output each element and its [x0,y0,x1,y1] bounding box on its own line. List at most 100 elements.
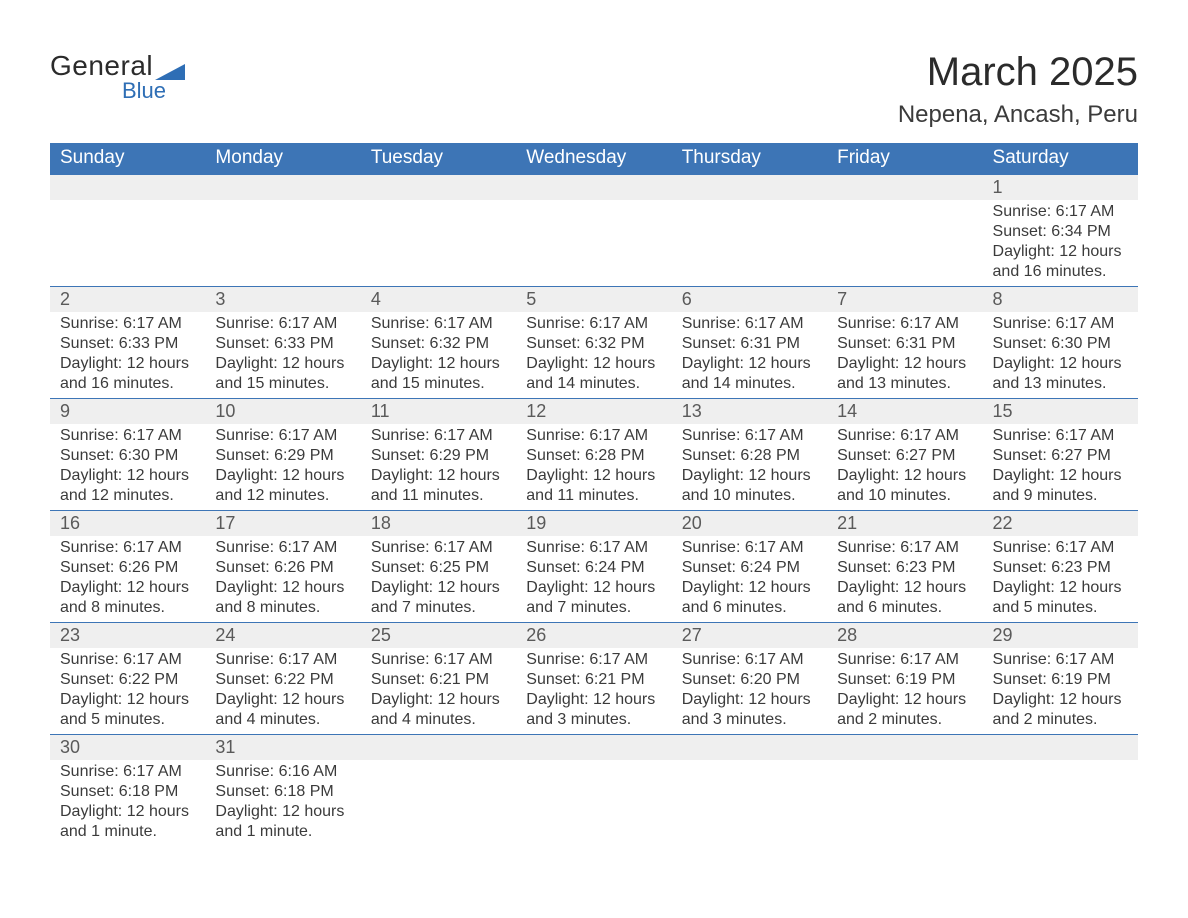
day-details: Sunrise: 6:17 AMSunset: 6:26 PMDaylight:… [205,536,360,622]
day-number: 17 [205,511,360,536]
day-details: Sunrise: 6:17 AMSunset: 6:29 PMDaylight:… [205,424,360,510]
day-sunrise: Sunrise: 6:17 AM [682,650,821,670]
day-number-cell: 5 [516,287,671,313]
day-d1: Daylight: 12 hours [993,578,1132,598]
day-sunset: Sunset: 6:26 PM [215,558,354,578]
day-details [983,760,1138,844]
day-number-cell [205,175,360,200]
day-number: 12 [516,399,671,424]
weekday-header: Sunday [50,143,205,175]
day-cell: Sunrise: 6:17 AMSunset: 6:30 PMDaylight:… [50,424,205,511]
day-sunrise: Sunrise: 6:17 AM [371,650,510,670]
day-number: 26 [516,623,671,648]
day-d1: Daylight: 12 hours [526,690,665,710]
day-number-cell: 26 [516,623,671,649]
weekday-header: Monday [205,143,360,175]
day-d1: Daylight: 12 hours [682,690,821,710]
day-d2: and 1 minute. [215,822,354,842]
day-d2: and 5 minutes. [60,710,199,730]
day-number: 22 [983,511,1138,536]
day-cell [361,760,516,846]
week-number-row: 1 [50,175,1138,200]
day-d1: Daylight: 12 hours [837,466,976,486]
day-d1: Daylight: 12 hours [837,690,976,710]
day-d2: and 9 minutes. [993,486,1132,506]
day-d1: Daylight: 12 hours [526,466,665,486]
day-details [361,760,516,844]
day-cell: Sunrise: 6:17 AMSunset: 6:31 PMDaylight:… [827,312,982,399]
week-body-row: Sunrise: 6:17 AMSunset: 6:34 PMDaylight:… [50,200,1138,287]
day-cell: Sunrise: 6:17 AMSunset: 6:29 PMDaylight:… [205,424,360,511]
page-title: March 2025 [898,50,1138,95]
day-d2: and 4 minutes. [371,710,510,730]
day-d2: and 6 minutes. [837,598,976,618]
day-sunset: Sunset: 6:18 PM [215,782,354,802]
day-number-cell [361,175,516,200]
day-d2: and 13 minutes. [993,374,1132,394]
day-sunrise: Sunrise: 6:16 AM [215,762,354,782]
day-number: 11 [361,399,516,424]
day-d2: and 3 minutes. [682,710,821,730]
day-cell: Sunrise: 6:17 AMSunset: 6:20 PMDaylight:… [672,648,827,735]
day-number: 13 [672,399,827,424]
day-number: 19 [516,511,671,536]
day-sunset: Sunset: 6:27 PM [993,446,1132,466]
day-details: Sunrise: 6:17 AMSunset: 6:33 PMDaylight:… [50,312,205,398]
day-cell: Sunrise: 6:17 AMSunset: 6:24 PMDaylight:… [516,536,671,623]
day-number-cell: 1 [983,175,1138,200]
day-d1: Daylight: 12 hours [682,354,821,374]
day-number-cell: 28 [827,623,982,649]
week-body-row: Sunrise: 6:17 AM Sunset: 6:33 PM Daylight:… [50,312,1138,399]
day-d1: Daylight: 12 hours [371,578,510,598]
day-details [672,760,827,844]
day-d2: and 13 minutes. [837,374,976,394]
day-cell [50,200,205,287]
day-number-cell: 23 [50,623,205,649]
day-number: 14 [827,399,982,424]
day-d2: and 12 minutes. [215,486,354,506]
day-cell: Sunrise: 6:17 AMSunset: 6:21 PMDaylight:… [516,648,671,735]
day-d2: and 1 minute. [60,822,199,842]
day-number-cell: 4 [361,287,516,313]
weekday-header: Saturday [983,143,1138,175]
day-number: 1 [983,175,1138,200]
calendar-page: General Blue March 2025 Nepena, Ancash, … [0,0,1188,886]
day-sunrise: Sunrise: 6:17 AM [837,650,976,670]
day-sunrise: Sunrise: 6:17 AM [215,650,354,670]
day-sunrise: Sunrise: 6:17 AM [993,314,1132,334]
day-d2: and 10 minutes. [682,486,821,506]
day-sunrise: Sunrise: 6:17 AM [993,538,1132,558]
day-number: 5 [516,287,671,312]
day-cell: Sunrise: 6:17 AMSunset: 6:27 PMDaylight:… [983,424,1138,511]
week-number-row: 3031 [50,735,1138,761]
day-d1: Daylight: 12 hours [60,690,199,710]
day-number-cell [827,175,982,200]
day-sunset: Sunset: 6:32 PM [526,334,665,354]
day-details: Sunrise: 6:17 AMSunset: 6:34 PMDaylight:… [983,200,1138,286]
day-cell: Sunrise: 6:16 AMSunset: 6:18 PMDaylight:… [205,760,360,846]
week-body-row: Sunrise: 6:17 AMSunset: 6:30 PMDaylight:… [50,424,1138,511]
day-sunrise: Sunrise: 6:17 AM [60,538,199,558]
title-block: March 2025 Nepena, Ancash, Peru [898,50,1138,129]
day-sunset: Sunset: 6:31 PM [682,334,821,354]
day-details: Sunrise: 6:17 AMSunset: 6:19 PMDaylight:… [827,648,982,734]
day-details [672,200,827,284]
day-details: Sunrise: 6:17 AMSunset: 6:33 PMDaylight:… [205,312,360,398]
day-sunset: Sunset: 6:33 PM [215,334,354,354]
day-d2: and 16 minutes. [60,374,199,394]
week-body-row: Sunrise: 6:17 AMSunset: 6:22 PMDaylight:… [50,648,1138,735]
day-cell [827,760,982,846]
day-number-cell: 17 [205,511,360,537]
day-details: Sunrise: 6:17 AMSunset: 6:21 PMDaylight:… [516,648,671,734]
day-sunrise: Sunrise: 6:17 AM [60,762,199,782]
calendar-table: Sunday Monday Tuesday Wednesday Thursday… [50,143,1138,846]
day-d2: and 7 minutes. [371,598,510,618]
day-details: Sunrise: 6:17 AMSunset: 6:27 PMDaylight:… [983,424,1138,510]
day-d1: Daylight: 12 hours [215,690,354,710]
week-body-row: Sunrise: 6:17 AM Sunset: 6:26 PM Daylight:… [50,536,1138,623]
day-cell: Sunrise: 6:17 AMSunset: 6:29 PMDaylight:… [361,424,516,511]
day-sunset: Sunset: 6:19 PM [837,670,976,690]
day-details: Sunrise: 6:17 AMSunset: 6:31 PMDaylight:… [827,312,982,398]
day-d1: Daylight: 12 hours [60,466,199,486]
weekday-header: Thursday [672,143,827,175]
